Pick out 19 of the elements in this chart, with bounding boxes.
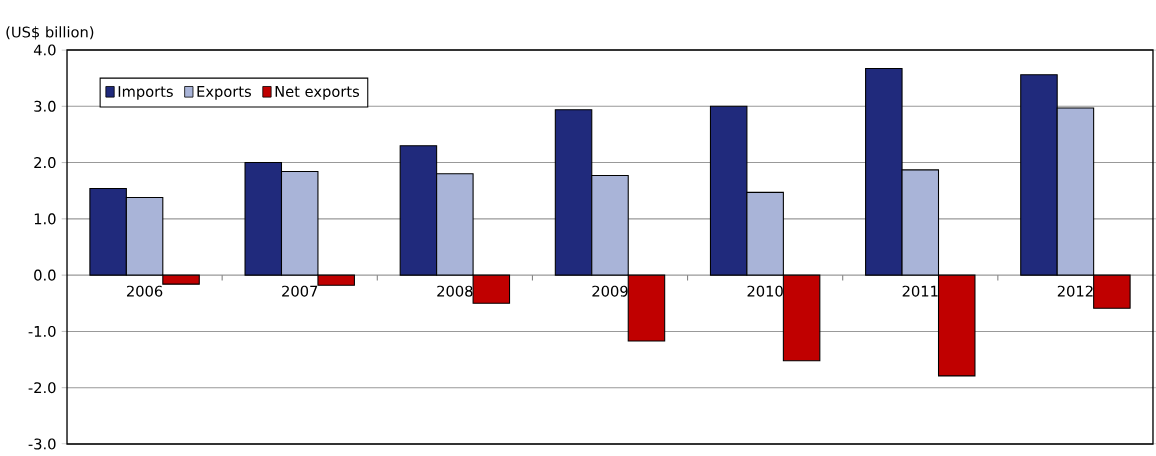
x-tick-label: 2006 xyxy=(126,285,163,297)
y-tick-label: 1.0 xyxy=(34,213,56,225)
x-tick-label: 2007 xyxy=(282,285,318,297)
y-tick-label: 2.0 xyxy=(34,157,56,169)
y-tick-label: 4.0 xyxy=(33,44,56,56)
x-tick-label: 2012 xyxy=(1057,285,1093,297)
y-axis-title: (US$ billion) xyxy=(6,26,94,40)
legend-label: Imports xyxy=(118,86,173,100)
x-tick-label: 2009 xyxy=(592,285,628,297)
x-tick-label: 2011 xyxy=(902,285,938,297)
x-tick-label: 2008 xyxy=(437,285,473,297)
x-tick-label: 2010 xyxy=(747,285,783,297)
y-tick-label: -1.0 xyxy=(28,325,56,337)
y-tick-label: -3.0 xyxy=(28,438,56,450)
legend-label: Net exports xyxy=(275,86,360,100)
y-tick-label: -2.0 xyxy=(28,382,56,394)
y-tick-label: 0.0 xyxy=(34,269,56,281)
y-tick-label: 3.0 xyxy=(34,100,56,112)
legend-label: Exports xyxy=(197,86,251,100)
